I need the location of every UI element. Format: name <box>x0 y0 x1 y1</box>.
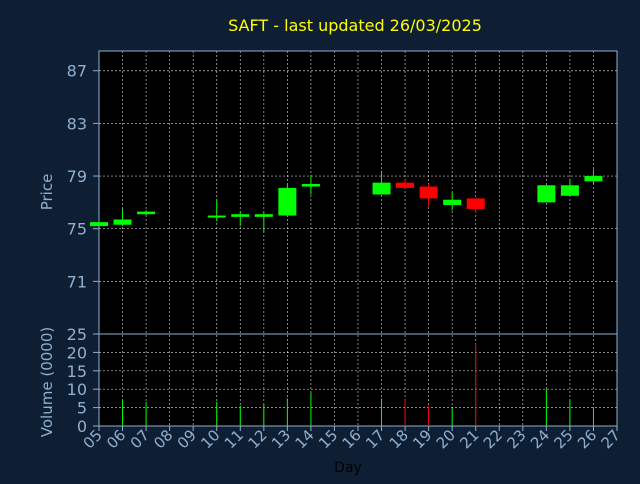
volume-tick-label: 0 <box>77 417 87 436</box>
candle-body <box>419 186 438 199</box>
x-tick-label: 19 <box>409 426 435 452</box>
candle-body <box>278 187 297 216</box>
x-tick-label: 06 <box>103 426 129 452</box>
candle-body <box>537 185 556 203</box>
chart-title: SAFT - last updated 26/03/2025 <box>228 16 482 35</box>
x-tick-label: 23 <box>503 426 529 452</box>
x-tick-label: 14 <box>292 426 318 452</box>
candle-20 <box>443 191 462 211</box>
price-tick-label: 75 <box>67 220 87 239</box>
x-tick-label: 11 <box>221 426 247 452</box>
candle-12 <box>254 211 273 233</box>
candle-body <box>396 182 415 188</box>
candle-26 <box>584 169 603 184</box>
volume-tick-label: 25 <box>67 325 87 344</box>
candle-body <box>466 198 485 209</box>
candle-body <box>207 215 226 218</box>
candle-body <box>231 214 250 217</box>
x-tick-label: 12 <box>244 426 270 452</box>
x-tick-label: 13 <box>268 426 294 452</box>
x-tick-label: 07 <box>127 426 153 452</box>
volume-axis-label: Volume (0000) <box>38 327 56 437</box>
x-tick-label: 08 <box>150 426 176 452</box>
x-tick-label: 22 <box>480 426 506 452</box>
candle-body <box>254 214 273 217</box>
candle-body <box>584 176 603 182</box>
volume-tick-label: 20 <box>67 343 87 362</box>
x-tick-label: 26 <box>574 426 600 452</box>
price-tick-label: 71 <box>67 272 87 291</box>
x-tick-label: 21 <box>456 426 482 452</box>
x-tick-label: 20 <box>433 426 459 452</box>
x-tick-label: 17 <box>362 426 388 452</box>
candle-body <box>137 211 156 215</box>
candle-24 <box>537 185 556 203</box>
price-tick-label: 79 <box>67 167 87 186</box>
volume-tick-label: 5 <box>77 399 87 418</box>
price-tick-label: 87 <box>67 62 87 81</box>
price-tick-label: 83 <box>67 114 87 133</box>
candle-body <box>113 219 132 225</box>
x-tick-label: 16 <box>339 426 365 452</box>
x-tick-label: 10 <box>197 426 223 452</box>
candle-body <box>372 182 391 195</box>
candle-14 <box>301 174 320 195</box>
candle-18 <box>396 179 415 190</box>
x-tick-label: 24 <box>527 426 553 452</box>
x-tick-label: 15 <box>315 426 341 452</box>
price-axis-label: Price <box>38 174 56 211</box>
candle-body <box>560 185 579 196</box>
candle-11 <box>231 211 250 227</box>
x-tick-label: 18 <box>386 426 412 452</box>
x-tick-label: 09 <box>174 426 200 452</box>
candle-05 <box>90 220 108 227</box>
x-tick-label: 27 <box>598 426 624 452</box>
candle-19 <box>419 183 438 207</box>
candle-body <box>443 199 462 206</box>
candle-10 <box>207 199 226 221</box>
x-axis-label: Day <box>334 460 362 476</box>
candle-21 <box>466 198 485 213</box>
volume-tick-label: 15 <box>67 362 87 381</box>
candle-07 <box>137 210 156 216</box>
volume-tick-label: 10 <box>67 380 87 399</box>
candle-body <box>90 222 108 227</box>
candle-body <box>301 183 320 187</box>
candle-17 <box>372 170 391 195</box>
candle-06 <box>113 208 132 227</box>
x-tick-label: 25 <box>551 426 577 452</box>
candle-13 <box>278 183 297 216</box>
candle-25 <box>560 178 579 196</box>
